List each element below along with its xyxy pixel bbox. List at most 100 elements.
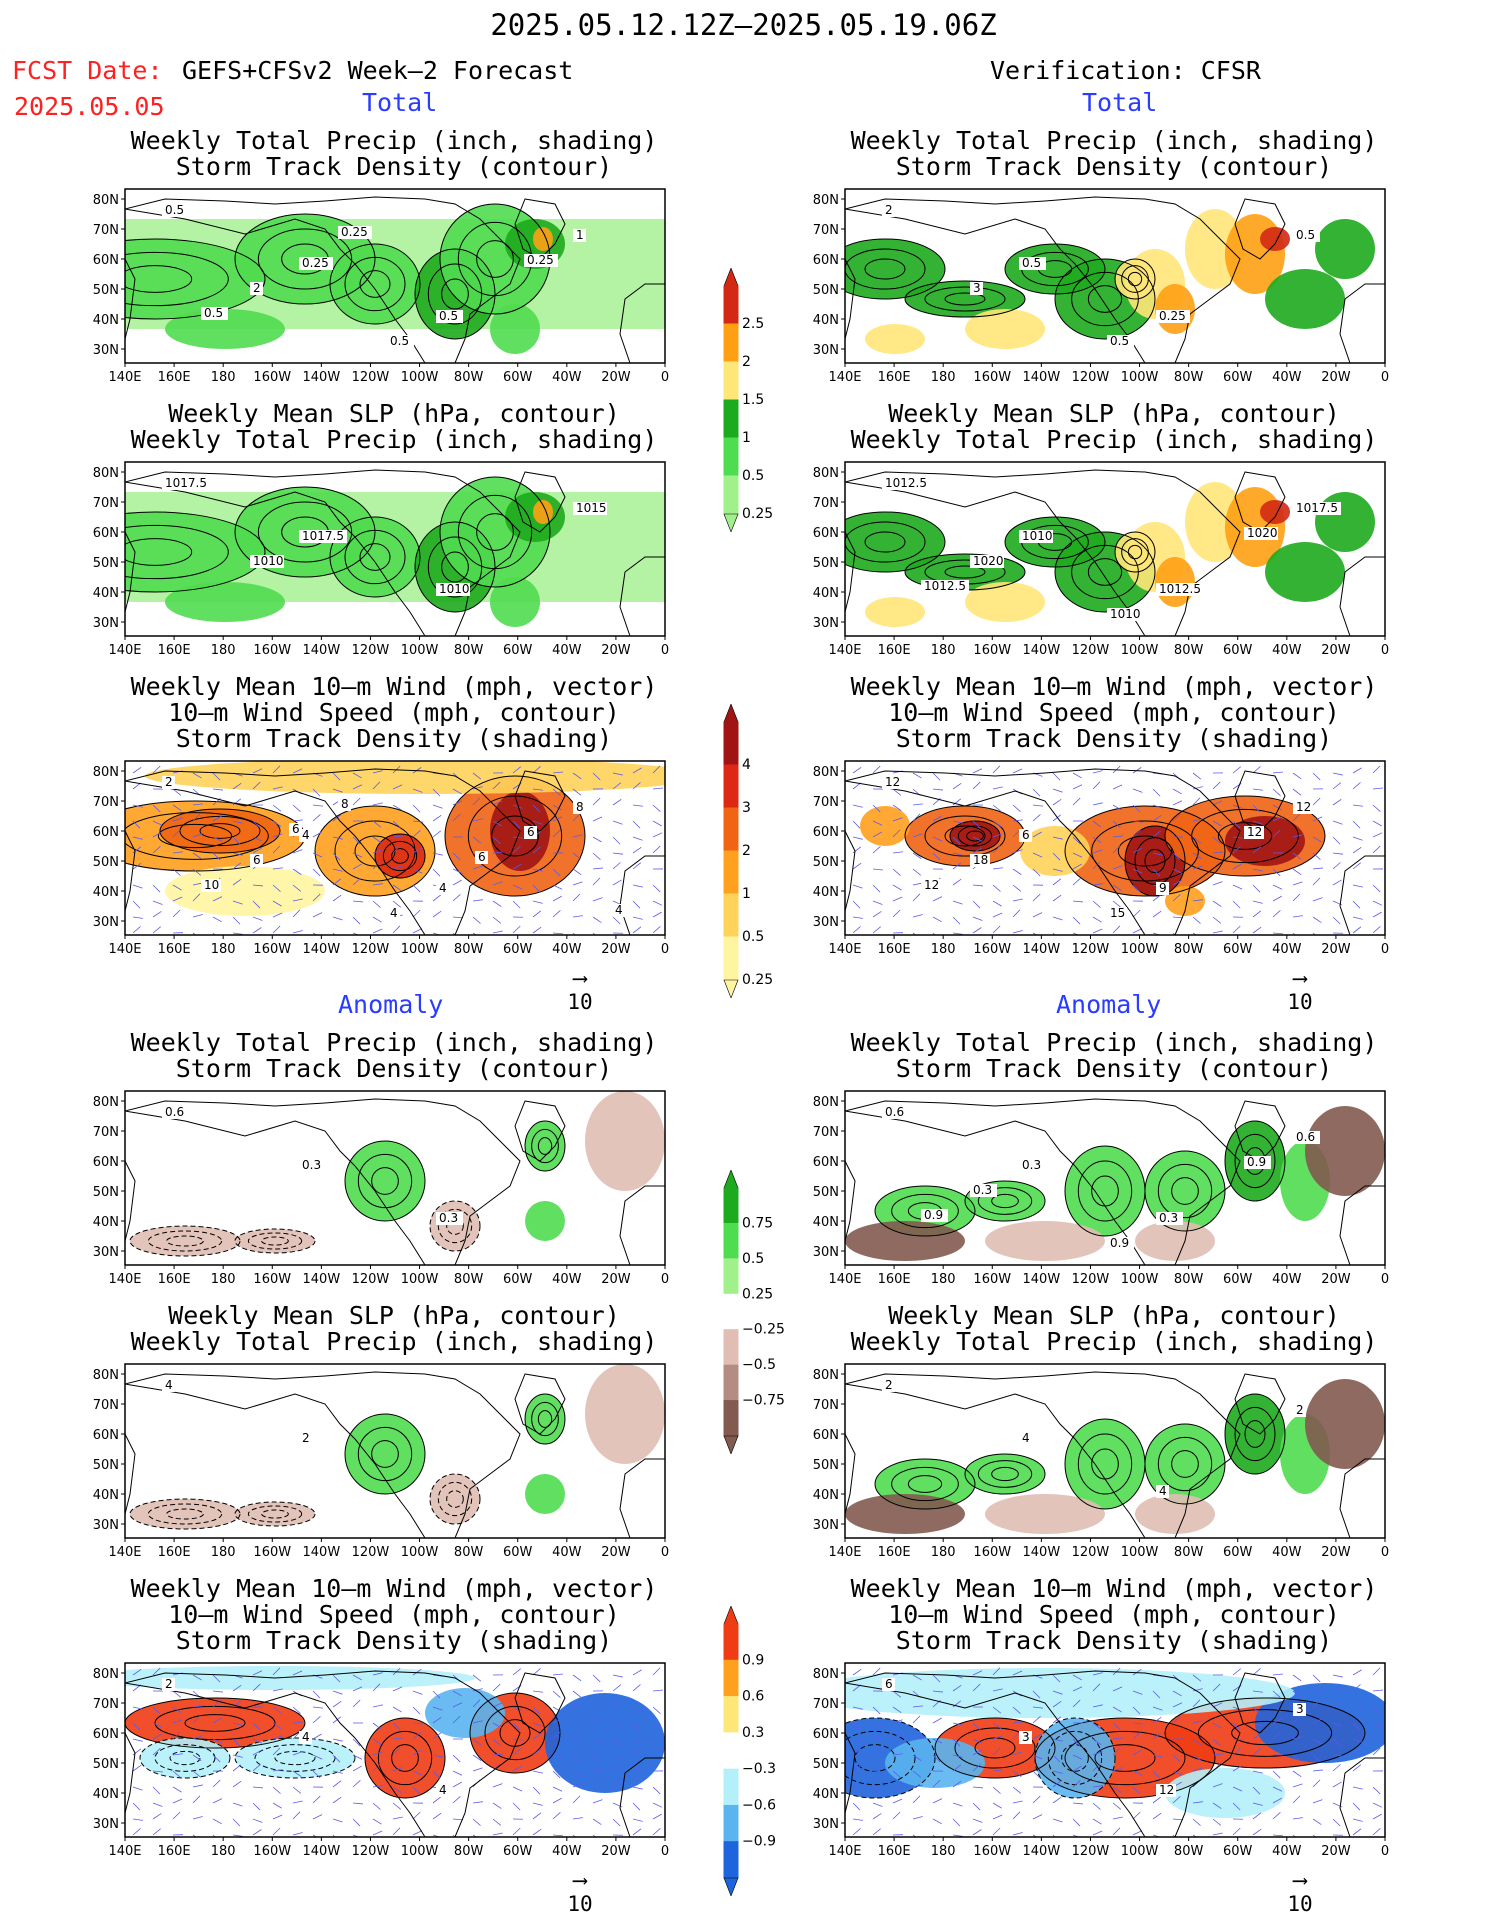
lat-tick-label: 50N bbox=[813, 283, 839, 298]
lon-tick-label: 140E bbox=[108, 942, 141, 957]
lon-tick-label: 40W bbox=[552, 1272, 582, 1287]
contour-label: 8 bbox=[576, 800, 584, 814]
contour-label: 10 bbox=[204, 878, 219, 892]
lon-tick-label: 140E bbox=[108, 643, 141, 658]
lat-tick-label: 80N bbox=[813, 765, 839, 780]
lon-tick-label: 180 bbox=[931, 1545, 956, 1560]
map-verif-anom-slp-precip: 2 4 4 2 140E 160E 180 160W 140W 120W 100W 80W 60W 40W… bbox=[813, 1363, 1389, 1560]
colorbar-segment bbox=[723, 850, 739, 895]
lon-tick-label: 100W bbox=[401, 942, 439, 957]
lon-tick-label: 60W bbox=[1223, 942, 1253, 957]
lon-tick-label: 60W bbox=[503, 942, 533, 957]
lon-tick-label: 160W bbox=[973, 1272, 1011, 1287]
lon-tick-label: 140W bbox=[303, 643, 341, 658]
colorbar-total-storm-density: 4 3 2 1 0.5 0.25 bbox=[723, 704, 773, 998]
contour-label: 1020 bbox=[973, 554, 1004, 568]
section-total-left: Total bbox=[362, 88, 438, 117]
lat-tick-label: 30N bbox=[813, 616, 839, 631]
lon-tick-label: 180 bbox=[931, 370, 956, 385]
title-fcst-total-precip: Weekly Total Precip (inch, shading) Stor… bbox=[114, 128, 674, 180]
colorbar-label: 4 bbox=[742, 757, 751, 773]
lat-tick-label: 70N bbox=[813, 795, 839, 810]
colorbar-segment bbox=[723, 1293, 739, 1331]
section-anomaly-left: Anomaly bbox=[338, 990, 444, 1019]
contour-label: 4 bbox=[1022, 1431, 1030, 1445]
lon-tick-label: 80W bbox=[454, 370, 484, 385]
colorbar-label: 2 bbox=[742, 843, 751, 859]
lon-tick-label: 40W bbox=[1272, 1545, 1302, 1560]
title-fcst-total-wind: Weekly Mean 10—m Wind (mph, vector) 10—m… bbox=[114, 674, 674, 752]
lon-tick-label: 120W bbox=[352, 1545, 390, 1560]
title-line: Weekly Total Precip (inch, shading) bbox=[850, 1028, 1378, 1057]
title-line: Weekly Total Precip (inch, shading) bbox=[130, 126, 658, 155]
colorbar-segment bbox=[723, 1400, 739, 1437]
lon-tick-label: 80W bbox=[454, 1545, 484, 1560]
lon-tick-label: 140W bbox=[303, 370, 341, 385]
colorbar-label: 0.5 bbox=[742, 1251, 764, 1267]
lon-tick-label: 20W bbox=[1321, 370, 1351, 385]
lon-tick-label: 80W bbox=[454, 643, 484, 658]
map-fcst-anom-wind-storm: 2 4 4 140E 160E 180 160W 140W 120W 100W 80W 60W 40W 2… bbox=[93, 1662, 669, 1859]
vector-reference-verif-total: ⟶ 10 bbox=[1270, 966, 1330, 1014]
title-line: Weekly Mean SLP (hPa, contour) bbox=[888, 399, 1340, 428]
contour-label: 4 bbox=[439, 881, 447, 895]
lat-tick-label: 80N bbox=[93, 1368, 119, 1383]
arrow-icon: ⟶ bbox=[1293, 1868, 1307, 1892]
lat-tick-label: 40N bbox=[813, 1787, 839, 1802]
lon-tick-label: 140W bbox=[1023, 942, 1061, 957]
lon-tick-label: 60W bbox=[1223, 1545, 1253, 1560]
lon-tick-label: 0 bbox=[661, 1844, 669, 1859]
title-line: Storm Track Density (contour) bbox=[895, 152, 1333, 181]
lon-tick-label: 40W bbox=[1272, 1272, 1302, 1287]
contour-label: 6 bbox=[478, 850, 486, 864]
contour-label: 18 bbox=[973, 853, 988, 867]
lat-tick-label: 30N bbox=[93, 1817, 119, 1832]
contour-label: 0.25 bbox=[1159, 309, 1186, 323]
lat-tick-label: 60N bbox=[93, 526, 119, 541]
colorbar-segment bbox=[723, 764, 739, 809]
lat-tick-label: 30N bbox=[813, 915, 839, 930]
lon-tick-label: 100W bbox=[401, 1272, 439, 1287]
lon-tick-label: 120W bbox=[1072, 1844, 1110, 1859]
title-line: Weekly Total Precip (inch, shading) bbox=[130, 1028, 658, 1057]
colorbar-label: −0.3 bbox=[742, 1761, 776, 1777]
lat-tick-label: 60N bbox=[93, 1155, 119, 1170]
colorbar-segment bbox=[723, 1329, 739, 1366]
lon-tick-label: 0 bbox=[1381, 1545, 1389, 1560]
lon-tick-label: 140E bbox=[828, 1272, 861, 1287]
lat-tick-label: 40N bbox=[93, 885, 119, 900]
title-line: 10—m Wind Speed (mph, contour) bbox=[888, 1600, 1340, 1629]
vector-reference-verif-anom: ⟶ 10 bbox=[1270, 1868, 1330, 1916]
lat-tick-label: 60N bbox=[813, 1428, 839, 1443]
title-line: Storm Track Density (shading) bbox=[175, 1626, 613, 1655]
lon-tick-label: 160W bbox=[973, 1545, 1011, 1560]
lat-tick-label: 40N bbox=[813, 586, 839, 601]
lon-tick-label: 80W bbox=[1174, 1545, 1204, 1560]
lon-tick-label: 160E bbox=[878, 643, 911, 658]
contour-label: 15 bbox=[1110, 906, 1125, 920]
title-fcst-total-slp: Weekly Mean SLP (hPa, contour) Weekly To… bbox=[114, 401, 674, 453]
contour-label: 0.3 bbox=[973, 1183, 992, 1197]
lon-tick-label: 180 bbox=[211, 942, 236, 957]
lon-tick-label: 140E bbox=[828, 1545, 861, 1560]
lon-tick-label: 180 bbox=[931, 1272, 956, 1287]
title-line: Storm Track Density (shading) bbox=[895, 724, 1333, 753]
lon-tick-label: 160E bbox=[158, 643, 191, 658]
contour-label: 4 bbox=[615, 903, 623, 917]
lon-tick-label: 0 bbox=[1381, 942, 1389, 957]
colorbar-label: 0.75 bbox=[742, 1215, 773, 1231]
lon-tick-label: 0 bbox=[661, 370, 669, 385]
colorbar-segment bbox=[723, 1364, 739, 1402]
lat-tick-label: 70N bbox=[93, 496, 119, 511]
title-line: Storm Track Density (contour) bbox=[895, 1054, 1333, 1083]
title-line: Weekly Total Precip (inch, shading) bbox=[130, 1327, 658, 1356]
contour-label: 6 bbox=[1022, 828, 1030, 842]
map-fcst-total-precip-storm: 0.5 0.25 0.5 1 2 0.5 0.25 0.5 0.25 140E 160E 180 160… bbox=[93, 188, 669, 385]
title-line: Weekly Mean SLP (hPa, contour) bbox=[168, 1301, 620, 1330]
lat-tick-label: 40N bbox=[93, 1787, 119, 1802]
lon-tick-label: 100W bbox=[1121, 643, 1159, 658]
lon-tick-label: 20W bbox=[1321, 1545, 1351, 1560]
lon-tick-label: 40W bbox=[1272, 942, 1302, 957]
lon-tick-label: 0 bbox=[661, 1545, 669, 1560]
lat-tick-label: 50N bbox=[813, 1185, 839, 1200]
